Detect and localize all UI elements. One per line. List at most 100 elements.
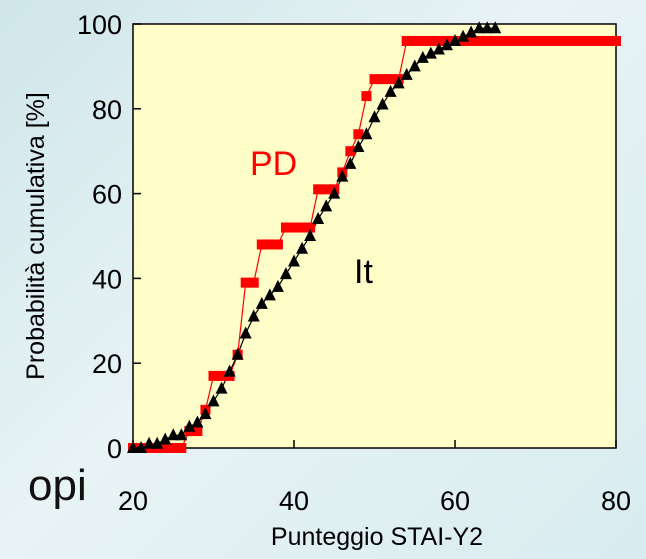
data-point-it [223, 364, 236, 377]
data-point-pd [401, 35, 412, 46]
data-point-pd [280, 222, 291, 233]
data-point-it [400, 67, 413, 80]
data-point-it [215, 381, 228, 394]
data-point-it [376, 97, 389, 110]
y-tick-label: 100 [77, 10, 122, 40]
data-point-pd [586, 35, 597, 46]
y-tick-label: 0 [107, 434, 122, 464]
data-point-it [449, 33, 461, 46]
data-point-pd [272, 239, 283, 250]
x-axis-label: Punteggio STAI-Y2 [271, 523, 483, 551]
data-point-pd [409, 35, 420, 46]
data-point-it [440, 38, 453, 51]
data-point-pd [289, 222, 299, 233]
y-tick-label: 80 [92, 95, 122, 125]
data-point-pd [611, 35, 621, 46]
data-point-it [231, 347, 244, 360]
data-point-it [473, 21, 486, 34]
data-point-it [465, 25, 478, 38]
data-point-pd [345, 146, 356, 157]
data-point-it [360, 127, 373, 140]
x-tick-label: 20 [118, 486, 148, 516]
plot-area [132, 23, 617, 449]
data-point-pd [377, 74, 388, 85]
data-point-it [143, 436, 156, 449]
data-point-pd [474, 35, 485, 46]
data-point-pd [498, 35, 509, 46]
data-point-it [239, 326, 252, 339]
data-point-it [288, 254, 300, 267]
x-tick-label: 80 [601, 486, 631, 516]
data-point-pd [176, 443, 187, 453]
data-point-it [481, 21, 494, 34]
data-point-pd [554, 35, 565, 46]
data-point-pd [514, 35, 525, 46]
data-point-pd [506, 35, 517, 46]
data-point-pd [369, 74, 380, 85]
data-point-pd [192, 426, 203, 437]
data-point-pd [578, 35, 589, 46]
data-point-it [207, 394, 220, 407]
y-axis-label: Probabilità cumulativa [%] [22, 92, 50, 380]
data-point-pd [160, 443, 171, 453]
data-point-it [199, 407, 212, 420]
data-point-pd [602, 35, 613, 46]
data-point-pd [256, 239, 267, 250]
data-point-it [296, 241, 309, 254]
data-point-it [392, 76, 405, 89]
data-point-pd [240, 277, 251, 288]
series-label-pd: PD [250, 145, 297, 183]
y-tick-label: 40 [92, 264, 122, 294]
data-point-it [255, 296, 268, 309]
background-text: opi [28, 461, 87, 510]
data-point-pd [490, 35, 501, 46]
data-point-pd [482, 35, 493, 46]
data-point-pd [264, 239, 275, 250]
data-point-it [191, 415, 204, 428]
data-point-it [304, 229, 317, 241]
data-point-it [336, 169, 349, 182]
data-point-it [489, 21, 502, 34]
x-tick-label: 40 [279, 486, 309, 516]
data-point-it [457, 29, 470, 42]
data-point-it [368, 110, 381, 123]
data-point-pd [562, 35, 573, 46]
data-point-pd [385, 74, 396, 85]
y-tick-label: 20 [92, 349, 122, 379]
data-point-it [344, 156, 357, 169]
data-point-it [279, 267, 292, 280]
data-point-it [151, 436, 164, 449]
data-point-it [271, 279, 284, 292]
data-point-it [384, 84, 397, 97]
data-point-it [328, 186, 341, 199]
data-point-pd [417, 35, 428, 46]
data-point-it [352, 139, 365, 152]
data-point-pd [297, 222, 308, 233]
data-point-it [159, 432, 172, 445]
data-point-pd [546, 35, 557, 46]
data-point-pd [168, 443, 179, 453]
data-point-it [432, 42, 445, 55]
data-point-pd [530, 35, 541, 46]
data-point-it [135, 441, 148, 453]
data-point-pd [216, 370, 227, 381]
data-point-it [424, 46, 437, 59]
data-point-pd [433, 35, 444, 46]
data-point-pd [208, 370, 219, 381]
data-point-pd [248, 277, 259, 288]
data-point-it [167, 428, 180, 441]
data-point-it [408, 59, 421, 72]
data-point-it [320, 199, 333, 212]
y-tick-label: 60 [92, 180, 122, 210]
data-point-it [175, 428, 188, 441]
data-point-pd [538, 35, 549, 46]
data-point-it [263, 288, 276, 301]
data-point-pd [522, 35, 533, 46]
data-point-pd [594, 35, 605, 46]
data-point-pd [425, 35, 436, 46]
data-point-pd [570, 35, 581, 46]
series-label-it: It [354, 253, 373, 291]
data-point-pd [466, 35, 477, 46]
data-point-it [183, 419, 196, 432]
